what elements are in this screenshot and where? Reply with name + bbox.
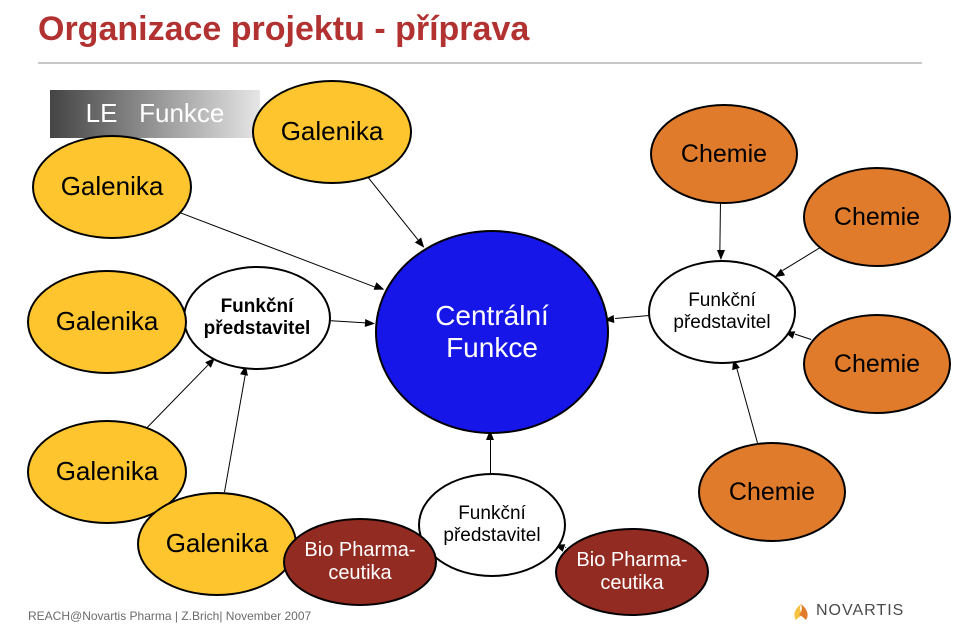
edge (365, 174, 418, 240)
node-center: CentrálníFunkce (375, 230, 609, 434)
edge (782, 247, 822, 272)
page-title: Organizace projektu - příprava (38, 10, 529, 49)
edge (146, 365, 208, 429)
edge (490, 440, 491, 473)
node-label: představitel (443, 525, 540, 547)
node-label: Galenika (56, 307, 159, 337)
footer-text: REACH@Novartis Pharma | Z.Brich| Novembe… (28, 610, 311, 624)
novartis-logo-text: NOVARTIS (816, 602, 904, 620)
node-label: Funkce (446, 332, 538, 364)
node-frep3: Funkčnípředstavitel (418, 473, 566, 577)
node-label: ceutika (328, 562, 391, 585)
node-frep2: Funkčnípředstavitel (648, 260, 796, 364)
node-label: ceutika (600, 572, 663, 595)
node-label: Chemie (834, 203, 920, 232)
edge (224, 375, 246, 492)
node-galenika2: Galenika (252, 80, 412, 184)
node-label: Chemie (729, 478, 815, 507)
edge (720, 200, 722, 250)
title-underline (38, 62, 922, 64)
node-label: Galenika (56, 457, 159, 487)
node-label: Galenika (281, 117, 384, 147)
node-label: představitel (204, 318, 311, 340)
node-galenika1: Galenika (32, 135, 192, 239)
node-label: Chemie (681, 140, 767, 169)
novartis-flame-icon (790, 600, 812, 622)
arrowhead-icon (717, 250, 725, 260)
edge (614, 315, 648, 319)
node-chem2: Chemie (803, 167, 951, 267)
node-label: Bio Pharma- (304, 539, 415, 562)
node-bio2: Bio Pharma-ceutika (555, 528, 709, 616)
novartis-logo: NOVARTIS (790, 600, 904, 622)
node-frep1: Funkčnípředstavitel (183, 266, 331, 370)
node-label: Centrální (435, 300, 549, 332)
node-label: Chemie (834, 350, 920, 379)
node-label: Galenika (166, 529, 269, 559)
node-label: představitel (673, 312, 770, 334)
node-label: Funkční (221, 296, 294, 318)
edge (327, 320, 366, 323)
node-galenika5: Galenika (137, 492, 297, 596)
node-chem1: Chemie (650, 104, 798, 204)
node-label: Galenika (61, 172, 164, 202)
node-label: Bio Pharma- (576, 549, 687, 572)
node-chem4: Chemie (698, 442, 846, 542)
edge (736, 368, 758, 442)
node-galenika3: Galenika (27, 270, 187, 374)
node-bio1: Bio Pharma-ceutika (283, 518, 437, 606)
edge (794, 334, 811, 340)
node-chem3: Chemie (803, 314, 951, 414)
arrowhead-icon (365, 319, 375, 328)
node-label: Funkční (688, 290, 756, 312)
le-funkce-box: LE Funkce (50, 90, 260, 138)
node-label: Funkční (458, 503, 526, 525)
